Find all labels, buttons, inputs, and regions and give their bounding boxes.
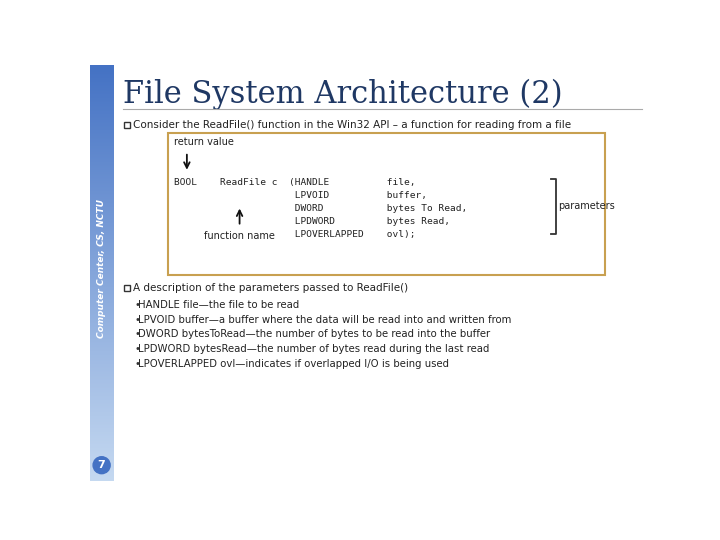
Text: LPVOID          buffer,: LPVOID buffer, bbox=[174, 191, 427, 200]
Text: HANDLE file—the file to be read: HANDLE file—the file to be read bbox=[138, 300, 300, 310]
Text: •: • bbox=[134, 315, 140, 325]
Text: LPOVERLAPPED ovl—indicates if overlapped I/O is being used: LPOVERLAPPED ovl—indicates if overlapped… bbox=[138, 359, 449, 369]
Text: LPDWORD         bytes Read,: LPDWORD bytes Read, bbox=[174, 218, 450, 226]
Circle shape bbox=[93, 457, 110, 474]
Text: return value: return value bbox=[174, 137, 233, 147]
Text: DWORD           bytes To Read,: DWORD bytes To Read, bbox=[174, 204, 467, 213]
Text: 7: 7 bbox=[98, 460, 106, 470]
Bar bbox=[124, 286, 130, 291]
Text: function name: function name bbox=[204, 231, 275, 241]
Text: •: • bbox=[134, 329, 140, 339]
Text: •: • bbox=[134, 344, 140, 354]
Text: Computer Center, CS, NCTU: Computer Center, CS, NCTU bbox=[97, 199, 106, 338]
Text: BOOL    ReadFile c  (HANDLE          file,: BOOL ReadFile c (HANDLE file, bbox=[174, 178, 415, 187]
FancyBboxPatch shape bbox=[168, 132, 606, 275]
Text: •: • bbox=[134, 300, 140, 310]
Text: parameters: parameters bbox=[558, 201, 615, 212]
Text: DWORD bytesToRead—the number of bytes to be read into the buffer: DWORD bytesToRead—the number of bytes to… bbox=[138, 329, 490, 339]
Text: A description of the parameters passed to ReadFile(): A description of the parameters passed t… bbox=[132, 283, 408, 293]
Text: File System Architecture (2): File System Architecture (2) bbox=[122, 78, 562, 110]
Text: LPOVERLAPPED    ovl);: LPOVERLAPPED ovl); bbox=[174, 231, 415, 239]
Text: •: • bbox=[134, 359, 140, 369]
Text: Consider the ReadFile() function in the Win32 API – a function for reading from : Consider the ReadFile() function in the … bbox=[132, 120, 571, 130]
Bar bbox=[124, 122, 130, 127]
Text: LPVOID buffer—a buffer where the data will be read into and written from: LPVOID buffer—a buffer where the data wi… bbox=[138, 315, 511, 325]
Text: LPDWORD bytesRead—the number of bytes read during the last read: LPDWORD bytesRead—the number of bytes re… bbox=[138, 344, 490, 354]
